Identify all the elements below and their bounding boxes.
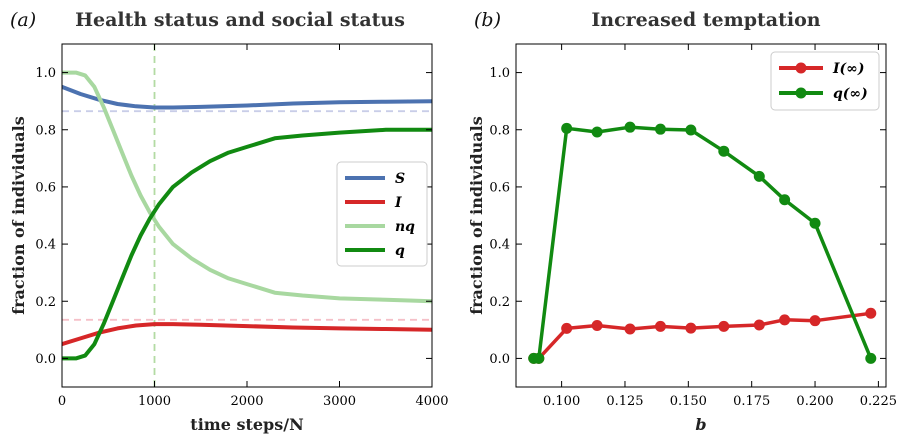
x-tick-label: 0.200 [796,394,833,409]
data-point [685,322,697,334]
data-point [591,320,603,332]
x-axis-label: time steps/N [190,415,303,434]
plot-area [62,44,432,387]
data-point [809,315,821,327]
y-axis-label: fraction of individuals [467,116,486,315]
data-point [865,352,877,364]
y-tick-label: 0.4 [489,238,510,253]
y-tick-label: 0.2 [489,295,510,310]
legend-marker [795,62,807,74]
data-point [561,322,573,334]
y-tick-label: 0.0 [35,352,56,367]
data-point [533,352,545,364]
series-line-2 [62,70,432,304]
x-tick-label: 0.150 [670,394,707,409]
legend-label: S [395,171,405,187]
x-tick-label: 0 [58,394,66,409]
y-tick-label: 0.8 [489,123,510,138]
data-point [624,323,636,335]
data-point [753,170,765,182]
data-point [561,122,573,134]
series-line-1 [531,125,873,361]
legend-label: I(∞) [832,61,864,77]
y-tick-label: 0.8 [35,123,56,138]
data-point [685,124,697,136]
y-tick-label: 0.0 [489,352,510,367]
chart-title: Increased temptation [591,9,820,31]
data-point [753,319,765,331]
legend: I(∞) q(∞) [770,51,880,111]
x-axis-label: b [695,415,706,434]
chart-title: Health status and social status [75,9,405,31]
y-tick-label: 0.2 [35,295,56,310]
plot-area [528,121,877,364]
x-tick-label: 1000 [138,394,171,409]
y-axis-label: fraction of individuals [9,116,28,315]
data-point [779,314,791,326]
data-point [865,307,877,319]
axes-frame [515,43,887,388]
panel-b-chart: (b) Increased temptation 0.100 0.125 0.150 0.… [467,9,897,434]
data-point [591,126,603,138]
data-point [779,194,791,206]
y-tick-label: 0.6 [35,180,56,195]
legend-label: q [395,243,405,259]
panel-letter: (a) [10,9,36,31]
series-line-1 [62,322,432,347]
x-tick-label: 2000 [230,394,263,409]
panel-a-chart: (a) Health status and social status 0 1000 2… [9,9,449,434]
y-tick-label: 0.6 [489,180,510,195]
legend-box [336,161,428,267]
legend-marker [795,87,807,99]
x-tick-label: 0.100 [543,394,580,409]
data-point [718,320,730,332]
x-tick-label: 0.125 [606,394,643,409]
x-tick-label: 4000 [415,394,448,409]
x-tick-label: 0.225 [860,394,897,409]
y-tick-label: 1.0 [489,66,510,81]
y-tick-label: 0.4 [35,238,56,253]
legend-label: I [394,195,402,211]
panel-letter: (b) [474,9,501,31]
legend-label: nq [395,219,415,235]
x-tick-label: 0.175 [733,394,770,409]
data-point [654,123,666,135]
data-point [809,217,821,229]
data-point [654,320,666,332]
y-tick-label: 1.0 [35,66,56,81]
legend-label: q(∞) [833,86,868,102]
series-line-3 [62,127,432,361]
data-point [624,121,636,133]
data-point [718,145,730,157]
series-line-0 [62,84,432,110]
x-tick-label: 3000 [323,394,356,409]
